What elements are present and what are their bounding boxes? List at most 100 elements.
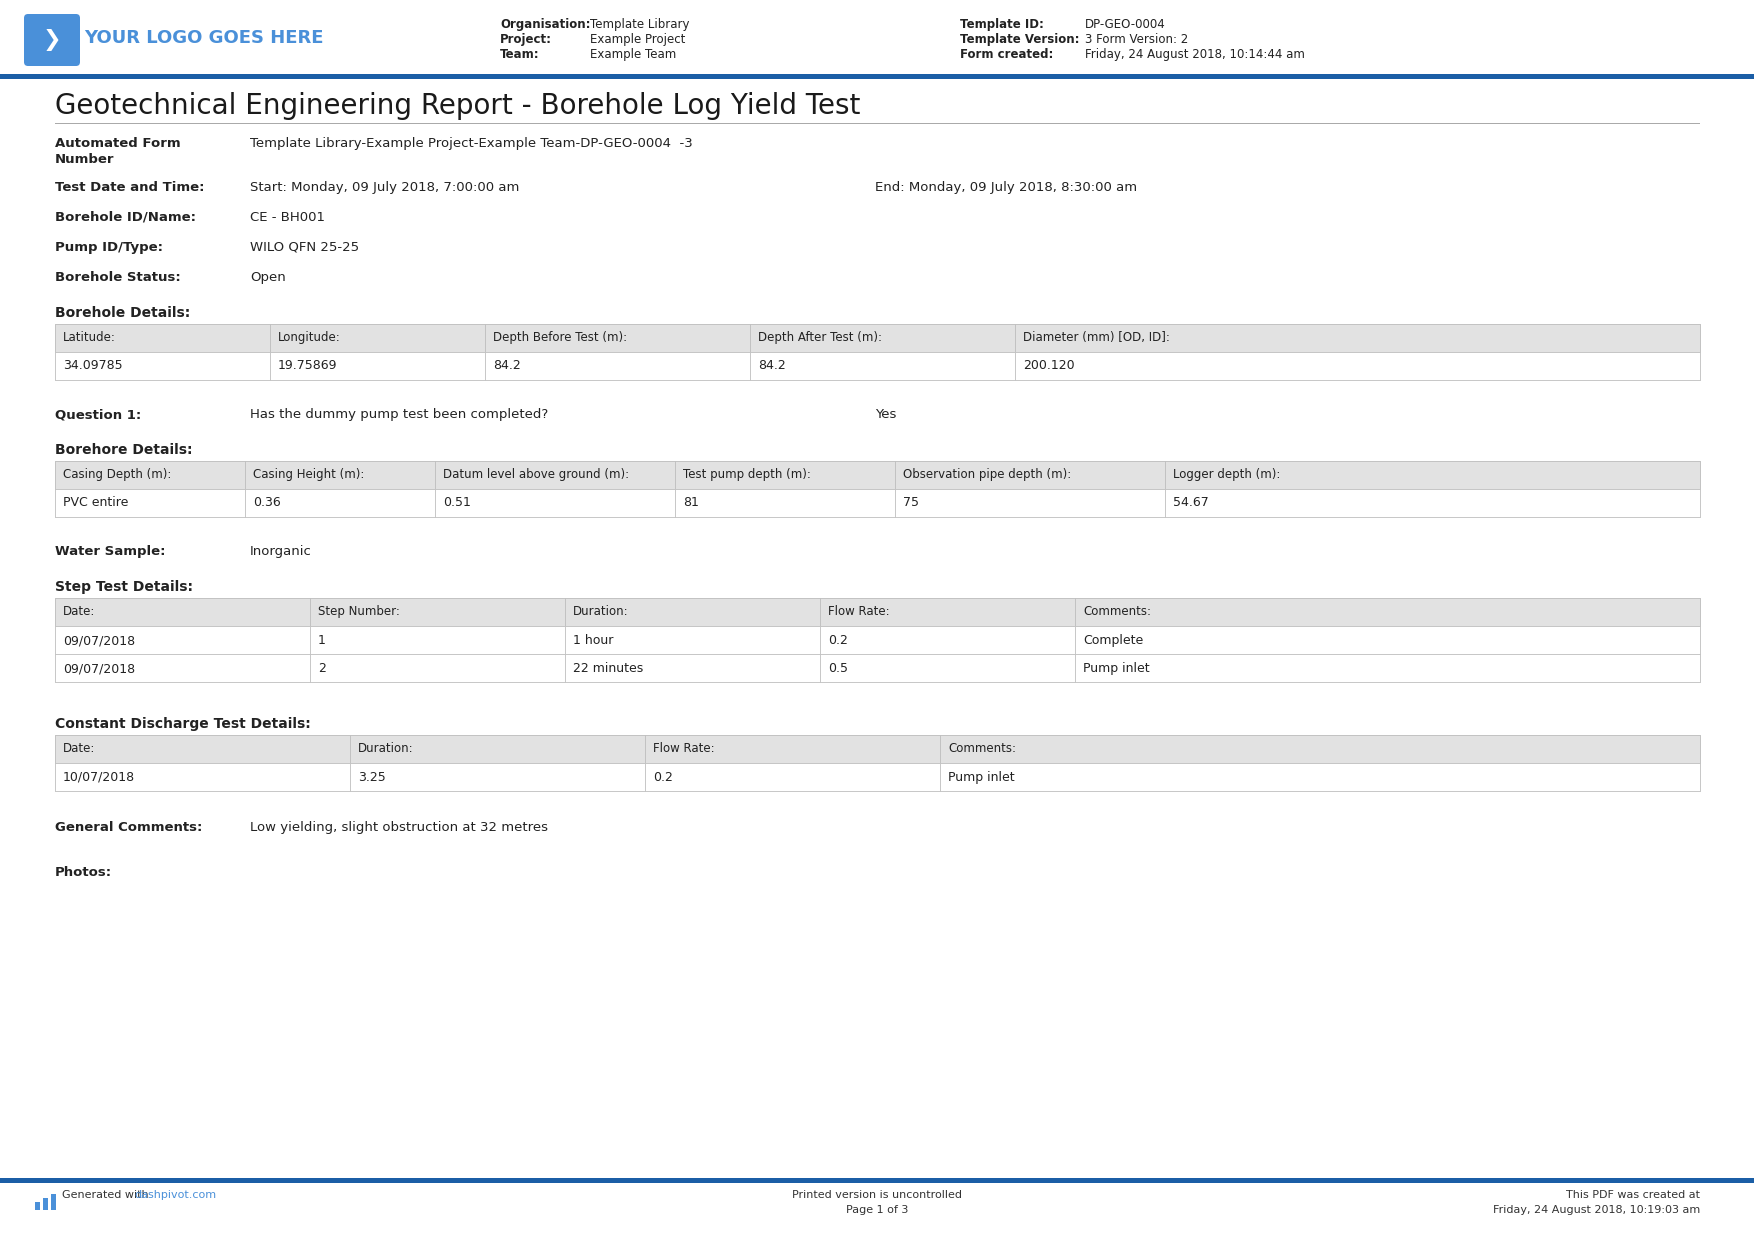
Text: Date:: Date:: [63, 605, 95, 618]
Bar: [0, 1178, 1754, 1183]
Bar: [675, 489, 895, 517]
Text: 75: 75: [903, 496, 919, 508]
Text: Depth After Test (m):: Depth After Test (m):: [758, 331, 882, 343]
Text: Duration:: Duration:: [358, 742, 414, 755]
Bar: [1016, 352, 1700, 379]
Text: Datum level above ground (m):: Datum level above ground (m):: [444, 467, 630, 481]
Bar: [751, 324, 1016, 352]
Bar: [54, 324, 270, 352]
Text: Constant Discharge Test Details:: Constant Discharge Test Details:: [54, 717, 310, 732]
Bar: [54, 763, 1700, 791]
Text: WILO QFN 25-25: WILO QFN 25-25: [251, 241, 360, 254]
Text: Open: Open: [251, 272, 286, 284]
Text: Project:: Project:: [500, 33, 553, 46]
Bar: [940, 735, 1700, 763]
Bar: [310, 598, 565, 626]
Text: Casing Height (m):: Casing Height (m):: [253, 467, 365, 481]
Bar: [486, 352, 751, 379]
Bar: [246, 461, 435, 489]
Text: Pump inlet: Pump inlet: [947, 771, 1014, 784]
Text: Duration:: Duration:: [574, 605, 628, 618]
Text: Template Library: Template Library: [589, 19, 689, 31]
FancyBboxPatch shape: [25, 14, 81, 66]
Bar: [270, 352, 486, 379]
Text: 3.25: 3.25: [358, 771, 386, 784]
Bar: [51, 1194, 56, 1210]
Text: Has the dummy pump test been completed?: Has the dummy pump test been completed?: [251, 408, 549, 422]
Text: Date:: Date:: [63, 742, 95, 755]
Bar: [821, 598, 1075, 626]
Text: End: Monday, 09 July 2018, 8:30:00 am: End: Monday, 09 July 2018, 8:30:00 am: [875, 181, 1137, 193]
Bar: [0, 0, 1754, 74]
Bar: [1075, 598, 1700, 626]
Text: Depth Before Test (m):: Depth Before Test (m):: [493, 331, 628, 343]
Text: 54.67: 54.67: [1173, 496, 1209, 508]
Bar: [54, 461, 246, 489]
Text: Organisation:: Organisation:: [500, 19, 591, 31]
Bar: [270, 324, 486, 352]
Text: Question 1:: Question 1:: [54, 408, 142, 422]
Text: 19.75869: 19.75869: [277, 360, 337, 372]
Text: 09/07/2018: 09/07/2018: [63, 634, 135, 647]
Text: Borehole Details:: Borehole Details:: [54, 306, 189, 320]
Bar: [565, 626, 821, 653]
Bar: [895, 489, 1165, 517]
Text: Observation pipe depth (m):: Observation pipe depth (m):: [903, 467, 1072, 481]
Text: Inorganic: Inorganic: [251, 546, 312, 558]
Bar: [310, 653, 565, 682]
Text: Photos:: Photos:: [54, 866, 112, 879]
Text: Borehore Details:: Borehore Details:: [54, 443, 193, 458]
Bar: [821, 626, 1075, 653]
Bar: [895, 461, 1165, 489]
Bar: [44, 1198, 47, 1210]
Bar: [54, 626, 310, 653]
Bar: [1016, 324, 1700, 352]
Text: Diameter (mm) [OD, ID]:: Diameter (mm) [OD, ID]:: [1023, 331, 1170, 343]
Bar: [821, 653, 1075, 682]
Bar: [0, 74, 1754, 79]
Text: 0.51: 0.51: [444, 496, 470, 508]
Text: Form created:: Form created:: [959, 48, 1054, 61]
Bar: [435, 461, 675, 489]
Text: Start: Monday, 09 July 2018, 7:00:00 am: Start: Monday, 09 July 2018, 7:00:00 am: [251, 181, 519, 193]
Text: 10/07/2018: 10/07/2018: [63, 771, 135, 784]
Text: Pump inlet: Pump inlet: [1082, 662, 1149, 675]
Text: Template ID:: Template ID:: [959, 19, 1044, 31]
Bar: [35, 1202, 40, 1210]
Bar: [675, 461, 895, 489]
Text: Low yielding, slight obstruction at 32 metres: Low yielding, slight obstruction at 32 m…: [251, 821, 547, 835]
Bar: [54, 598, 1700, 626]
Text: Template Version:: Template Version:: [959, 33, 1079, 46]
Text: ❯: ❯: [42, 29, 61, 51]
Text: YOUR LOGO GOES HERE: YOUR LOGO GOES HERE: [84, 29, 323, 47]
Text: PVC entire: PVC entire: [63, 496, 128, 508]
Text: dashpivot.com: dashpivot.com: [133, 1190, 216, 1200]
Text: Borehole Status:: Borehole Status:: [54, 272, 181, 284]
Bar: [54, 489, 246, 517]
Text: Comments:: Comments:: [1082, 605, 1151, 618]
Bar: [54, 461, 1700, 489]
Bar: [54, 735, 1700, 763]
Bar: [54, 489, 1700, 517]
Text: 09/07/2018: 09/07/2018: [63, 662, 135, 675]
Text: Latitude:: Latitude:: [63, 331, 116, 343]
Text: Template Library-Example Project-Example Team-DP-GEO-0004  -3: Template Library-Example Project-Example…: [251, 136, 693, 150]
Text: 200.120: 200.120: [1023, 360, 1075, 372]
Bar: [1165, 461, 1700, 489]
Text: 0.2: 0.2: [652, 771, 674, 784]
Bar: [54, 653, 1700, 682]
Bar: [54, 352, 1700, 379]
Text: General Comments:: General Comments:: [54, 821, 202, 835]
Text: Water Sample:: Water Sample:: [54, 546, 165, 558]
Bar: [246, 489, 435, 517]
Text: 1: 1: [317, 634, 326, 647]
Bar: [54, 324, 1700, 352]
Text: Example Project: Example Project: [589, 33, 686, 46]
Text: Flow Rate:: Flow Rate:: [652, 742, 714, 755]
Bar: [1075, 626, 1700, 653]
Text: Example Team: Example Team: [589, 48, 677, 61]
Bar: [54, 598, 310, 626]
Bar: [351, 763, 645, 791]
Text: Printed version is uncontrolled
Page 1 of 3: Printed version is uncontrolled Page 1 o…: [793, 1190, 961, 1215]
Text: 0.5: 0.5: [828, 662, 847, 675]
